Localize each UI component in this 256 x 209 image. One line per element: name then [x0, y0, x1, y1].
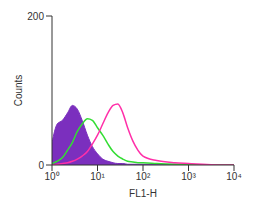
- svg-text:10⁰: 10⁰: [44, 171, 59, 182]
- svg-text:10⁴: 10⁴: [226, 171, 241, 182]
- svg-text:200: 200: [27, 11, 44, 22]
- svg-text:10²: 10²: [136, 171, 151, 182]
- svg-text:10¹: 10¹: [90, 171, 105, 182]
- svg-text:0: 0: [38, 160, 44, 171]
- svg-text:Counts: Counts: [13, 75, 24, 107]
- svg-text:FL1-H: FL1-H: [129, 188, 157, 199]
- svg-text:10³: 10³: [181, 171, 196, 182]
